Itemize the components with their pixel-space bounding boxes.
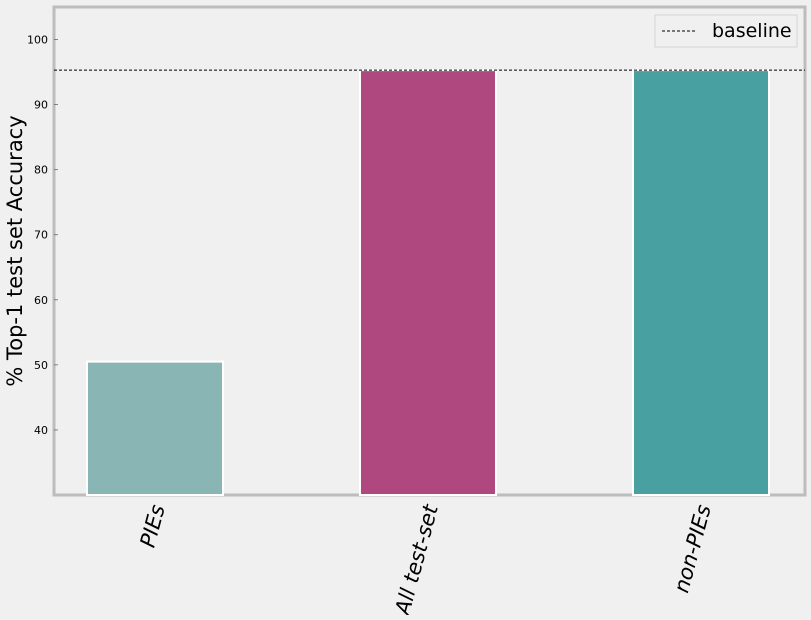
x-tick-label: non-PIEs bbox=[669, 502, 716, 595]
y-tick-label: 80 bbox=[34, 164, 48, 177]
y-tick-label: 70 bbox=[34, 229, 48, 242]
x-tick-label: All test-set bbox=[390, 501, 443, 615]
y-tick-label: 100 bbox=[27, 34, 48, 47]
y-axis-ticks: 40 50 60 70 80 90 100 bbox=[27, 34, 58, 437]
y-tick-label: 40 bbox=[34, 424, 48, 437]
x-tick-label: PIEs bbox=[135, 502, 169, 550]
bar-non-pies bbox=[632, 69, 770, 497]
legend-baseline-label: baseline bbox=[712, 20, 792, 42]
x-axis-ticks: PIEs All test-set non-PIEs bbox=[135, 501, 716, 619]
y-axis-label: % Top-1 test set Accuracy bbox=[3, 115, 27, 386]
y-tick-label: 60 bbox=[34, 294, 48, 307]
bar-pies bbox=[86, 360, 224, 497]
bars-layer bbox=[86, 69, 770, 497]
y-tick-label: 90 bbox=[34, 99, 48, 112]
bar-all-test-set bbox=[359, 69, 497, 497]
legend: baseline bbox=[654, 14, 798, 48]
y-tick-label: 50 bbox=[34, 359, 48, 372]
